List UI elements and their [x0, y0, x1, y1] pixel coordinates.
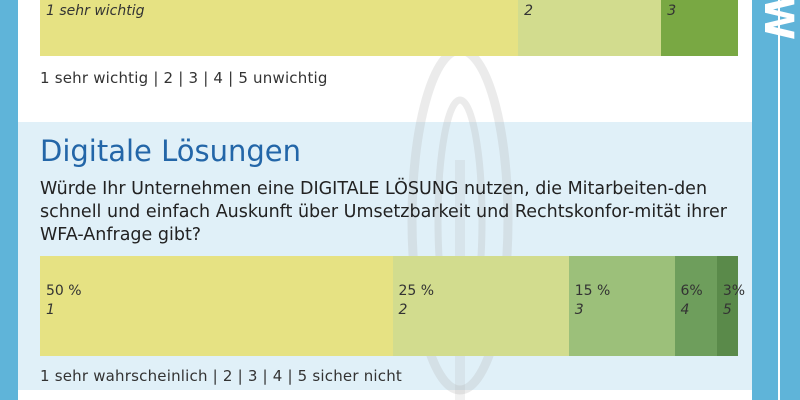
digital-bar-rank-label: 1 [46, 302, 55, 318]
top-bar-segment-label: 3 [667, 3, 677, 19]
digital-bar-segment-2: 25 % 2 [392, 256, 569, 356]
right-frame-bar [752, 0, 800, 400]
side-label: W [755, 0, 800, 41]
bottom-panel-strip [18, 390, 752, 400]
digital-bar-segment-3: 15 % 3 [568, 256, 675, 356]
digital-bar-percent-label: 50 % [46, 283, 82, 299]
digital-bar-segment-4: 6% 4 [674, 256, 717, 356]
digital-bar-rank-label: 4 [680, 302, 690, 318]
top-stacked-bar: 1 sehr wichtig 2 3 [40, 0, 738, 56]
top-bar-segment-label: 2 [524, 3, 534, 19]
digital-bar-segment-1: 50 % 1 [40, 256, 393, 356]
digital-scale-legend: 1 sehr wahrscheinlich | 2 | 3 | 4 | 5 si… [40, 367, 403, 385]
top-bar-segment-label: 1 sehr wichtig [46, 3, 145, 19]
section-title: Digitale Lösungen [40, 134, 301, 168]
digital-bar-percent-label: 25 % [398, 283, 435, 299]
digital-bar-rank-label: 2 [398, 302, 408, 318]
digital-bar-rank-label: 3 [574, 302, 584, 318]
top-scale-legend: 1 sehr wichtig | 2 | 3 | 4 | 5 unwichtig [40, 69, 328, 87]
digital-bar-rank-label: 5 [722, 302, 732, 318]
digital-stacked-bar: 50 % 1 25 % 2 15 % 3 6% 4 3% 5 [40, 256, 745, 356]
survey-question: Würde Ihr Unternehmen eine DIGITALE LÖSU… [40, 179, 727, 245]
digital-bar-percent-label: 15 % [574, 283, 611, 299]
top-bar-segment-2: 2 [518, 0, 662, 56]
top-bar-segment-1: 1 sehr wichtig [40, 0, 519, 56]
right-frame-rule [778, 0, 780, 400]
digital-bar-segment-5: 3% 5 [716, 256, 745, 356]
digital-bar-percent-label: 6% [680, 283, 703, 299]
digital-bar-percent-label: 3% [722, 283, 746, 299]
left-frame-bar [0, 0, 18, 400]
top-bar-segment-3: 3 [661, 0, 738, 56]
